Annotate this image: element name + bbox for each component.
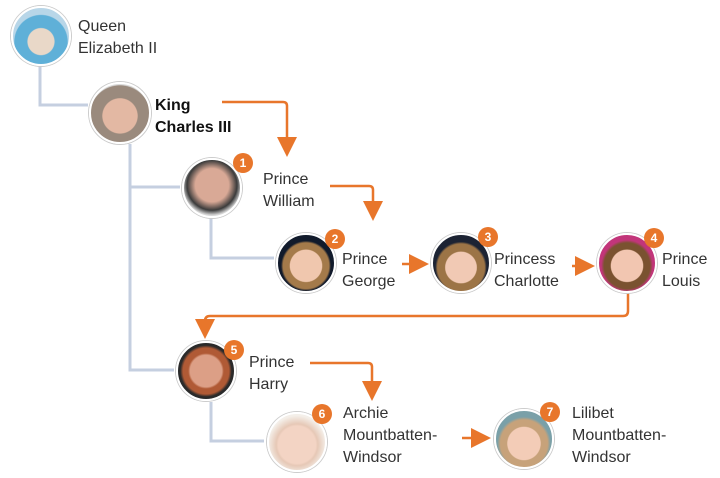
name-line: Prince xyxy=(662,251,708,268)
princess-charlotte-name: Princess Charlotte xyxy=(494,249,559,293)
lineage-line-queen-charles xyxy=(38,66,88,107)
name-line: King xyxy=(155,97,191,114)
lineage-line-harry-children xyxy=(209,402,264,443)
queen-elizabeth-name: Queen Elizabeth II xyxy=(78,16,157,60)
prince-louis-name: Prince Louis xyxy=(662,249,707,293)
name-line: Charles III xyxy=(155,119,232,136)
name-line: Prince xyxy=(263,171,309,188)
arrow-charles-william xyxy=(222,100,297,157)
succession-badge-6: 6 xyxy=(312,404,332,424)
name-line: Lilibet xyxy=(572,405,614,422)
name-line: Queen xyxy=(78,18,127,35)
succession-badge-1: 1 xyxy=(233,153,253,173)
succession-badge-4: 4 xyxy=(644,228,664,248)
name-line: Windsor xyxy=(572,449,631,466)
archie-name: Archie Mountbatten- Windsor xyxy=(343,403,437,469)
name-line: Mountbatten- xyxy=(572,427,667,444)
lineage-line-william-children xyxy=(209,218,274,260)
name-line: Harry xyxy=(249,376,289,393)
prince-william-photo xyxy=(182,158,242,218)
arrow-william-george xyxy=(330,184,383,221)
king-charles-photo xyxy=(89,82,151,144)
succession-badge-2: 2 xyxy=(325,229,345,249)
name-line: Prince xyxy=(342,251,388,268)
king-charles-name: King Charles III xyxy=(155,95,231,139)
succession-badge-5: 5 xyxy=(224,340,244,360)
queen-elizabeth-photo xyxy=(11,6,71,66)
name-line: Mountbatten- xyxy=(343,427,438,444)
prince-george-photo xyxy=(276,233,336,293)
name-line: Windsor xyxy=(343,449,402,466)
lineage-line-charles-children xyxy=(128,144,180,372)
name-line: Prince xyxy=(249,354,295,371)
name-line: Louis xyxy=(662,273,701,290)
name-line: Princess xyxy=(494,251,556,268)
prince-george-name: Prince George xyxy=(342,249,395,293)
lilibet-name: Lilibet Mountbatten- Windsor xyxy=(572,403,666,469)
succession-badge-7: 7 xyxy=(540,402,560,422)
arrow-louis-harry xyxy=(195,293,630,339)
name-line: Elizabeth II xyxy=(78,40,158,57)
prince-harry-name: Prince Harry xyxy=(249,352,294,396)
arrow-harry-archie xyxy=(310,361,382,401)
name-line: George xyxy=(342,273,396,290)
prince-william-name: Prince William xyxy=(263,169,315,213)
name-line: Charlotte xyxy=(494,273,559,290)
name-line: Archie xyxy=(343,405,389,422)
succession-badge-3: 3 xyxy=(478,227,498,247)
name-line: William xyxy=(263,193,315,210)
